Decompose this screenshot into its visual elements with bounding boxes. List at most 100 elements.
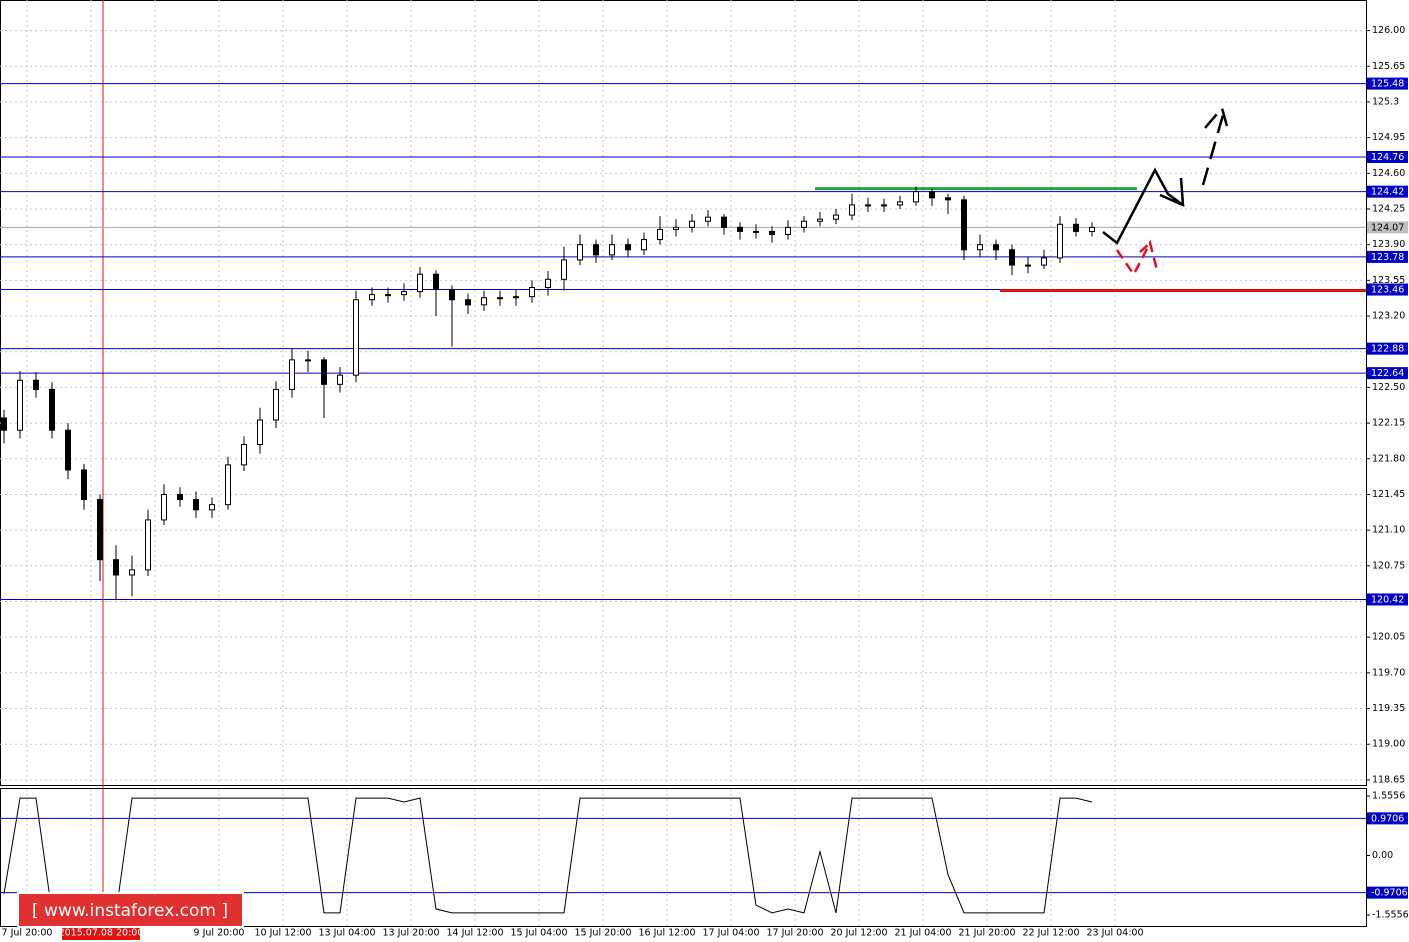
candle-body — [657, 228, 663, 241]
level-label: 124.76 — [1371, 152, 1404, 163]
candle-body — [721, 216, 727, 228]
candle-body — [769, 230, 775, 235]
candle-body — [1073, 223, 1079, 232]
main-frame — [0, 0, 1367, 786]
candle-body — [1025, 264, 1031, 267]
candle-body — [321, 359, 327, 385]
x-tick-label: 14 Jul 12:00 — [447, 928, 504, 939]
indicator-line — [3, 797, 1093, 914]
candle-body — [225, 464, 231, 506]
candle-body — [1057, 223, 1063, 259]
y-tick-label: 124.95 — [1372, 132, 1405, 143]
x-tick-label: 16 Jul 12:00 — [639, 928, 696, 939]
watermark: [ www.instaforex.com ] — [17, 892, 244, 928]
candle-body — [353, 299, 359, 376]
candle-body — [257, 419, 263, 445]
candle-body — [753, 230, 759, 233]
level-label-box — [1367, 886, 1408, 899]
current-price-box — [1367, 221, 1408, 234]
candle-body — [737, 226, 743, 232]
y-tick-label: 123.20 — [1372, 311, 1405, 322]
candle-body — [145, 519, 151, 571]
y-tick-label: 118.65 — [1372, 774, 1405, 785]
y-tick-label: 126.00 — [1372, 25, 1405, 36]
candle-body — [865, 204, 871, 207]
candle-body — [609, 244, 615, 256]
x-tick-label: 13 Jul 20:00 — [383, 928, 440, 939]
y-tick-label: 120.75 — [1372, 560, 1405, 571]
candle-body — [945, 197, 951, 201]
candle-body — [577, 244, 583, 261]
candle-body — [977, 244, 983, 251]
crosshair-label: 2015.07.08 20:00 — [59, 928, 144, 939]
forecast-alt-path — [1115, 239, 1159, 273]
x-tick-label: 21 Jul 04:00 — [895, 928, 952, 939]
x-tick-label: 9 Jul 20:00 — [194, 928, 245, 939]
candle-body — [97, 499, 103, 561]
candle-body — [337, 374, 343, 385]
candle-body — [897, 201, 903, 206]
candle-body — [241, 443, 247, 466]
y-tick-label: 125.3 — [1372, 96, 1399, 107]
level-label-box — [1367, 812, 1408, 825]
candle-body — [497, 297, 503, 300]
level-label-box — [1367, 185, 1408, 198]
x-tick-label: 15 Jul 04:00 — [511, 928, 568, 939]
candle-body — [81, 469, 87, 501]
level-label-box — [1367, 151, 1408, 163]
y-tick-label: 119.70 — [1372, 667, 1405, 678]
forecast-path — [1102, 167, 1185, 245]
x-tick-label: 21 Jul 20:00 — [959, 928, 1016, 939]
x-tick-label: 23 Jul 04:00 — [1087, 928, 1144, 939]
level-label: 122.88 — [1371, 344, 1404, 355]
candle-body — [417, 273, 423, 293]
level-label-box — [1367, 342, 1408, 355]
candle-body — [401, 291, 407, 296]
level-label: 123.78 — [1371, 252, 1404, 263]
candle-body — [913, 191, 919, 203]
y-tick-label: 119.00 — [1372, 739, 1405, 750]
y-tick-label: 124.25 — [1372, 203, 1405, 214]
candle-body — [881, 204, 887, 207]
level-label: 124.42 — [1371, 187, 1404, 198]
candle-body — [193, 499, 199, 511]
y-tick-label: 121.45 — [1372, 489, 1405, 500]
candle-body — [817, 218, 823, 222]
level-label-box — [1367, 77, 1408, 90]
indicator-frame — [0, 788, 1367, 927]
candle-body — [593, 244, 599, 256]
candle-body — [1, 417, 7, 431]
candle-body — [385, 294, 391, 297]
candle-body — [849, 204, 855, 216]
level-label: 122.64 — [1371, 368, 1404, 379]
candle-body — [1041, 257, 1047, 266]
candle-body — [289, 359, 295, 390]
y-tick-label: 122.50 — [1372, 382, 1405, 393]
candle-body — [465, 299, 471, 306]
candle-body — [369, 294, 375, 301]
level-label: 123.46 — [1371, 285, 1404, 296]
candle-body — [705, 216, 711, 222]
indicator-tick-label: 0.00 — [1372, 850, 1393, 861]
current-price-label: 124.07 — [1371, 222, 1404, 233]
candle-body — [305, 359, 311, 362]
level-label-box — [1367, 593, 1408, 606]
forecast-drawing — [1102, 105, 1230, 273]
x-tick-label: 7 Jul 20:00 — [2, 928, 53, 939]
candle-body — [961, 199, 967, 251]
candle-body — [33, 379, 39, 390]
candle-body — [801, 220, 807, 228]
x-tick-label: 17 Jul 04:00 — [703, 928, 760, 939]
level-label: 120.42 — [1371, 594, 1404, 605]
candle-body — [161, 493, 167, 521]
x-tick-label: 17 Jul 20:00 — [767, 928, 824, 939]
candle-body — [113, 559, 119, 576]
x-tick-label: 15 Jul 20:00 — [575, 928, 632, 939]
level-label: 0.9706 — [1371, 813, 1404, 824]
candle-body — [929, 191, 935, 199]
x-tick-label: 10 Jul 12:00 — [255, 928, 312, 939]
